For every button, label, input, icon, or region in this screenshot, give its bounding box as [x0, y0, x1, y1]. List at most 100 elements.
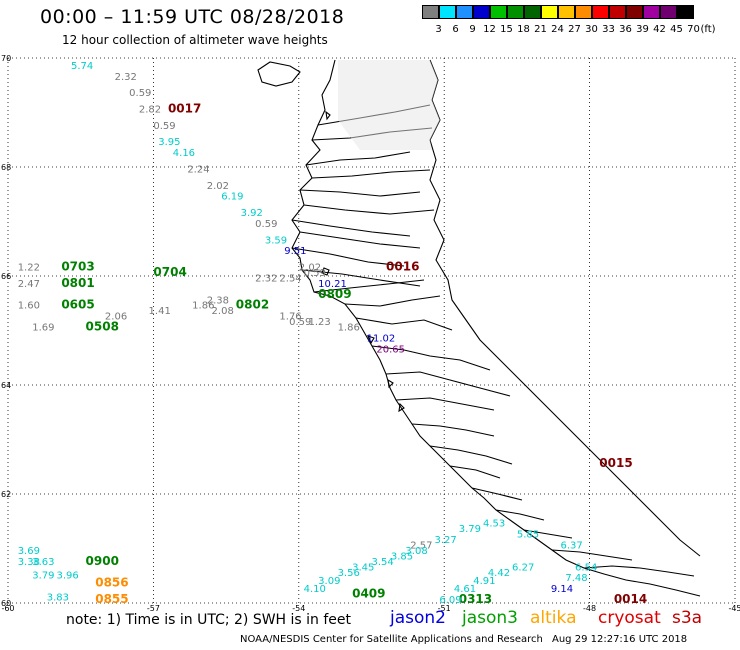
wave-height-value: 4.42: [488, 568, 510, 579]
legend-swatch-30: [575, 5, 592, 19]
legend-swatch-21: [524, 5, 541, 19]
wave-height-value: 1.23: [308, 317, 330, 328]
legend-label-21: 21: [534, 24, 547, 35]
wave-height-value: 6.54: [575, 562, 597, 573]
legend-label-39: 39: [636, 24, 649, 35]
wave-height-value: 3.92: [241, 208, 263, 219]
lat-tick-label: 60: [1, 599, 11, 608]
track-time-label: 0409: [352, 587, 385, 601]
wave-height-value: 1.86: [338, 323, 360, 334]
track-time-label: 0809: [318, 287, 351, 301]
wave-height-value: 3.54: [372, 557, 394, 568]
track-time-label: 0313: [459, 592, 492, 606]
wave-height-value: 0.59: [129, 88, 151, 99]
lat-tick-label: 68: [1, 163, 11, 172]
wave-height-value: 3.27: [435, 535, 457, 546]
legend-unit: (ft): [700, 24, 716, 35]
track-time-label: 0801: [61, 276, 94, 290]
page-subtitle: 12 hour collection of altimeter wave hei…: [62, 33, 328, 47]
track-time-label: 0016: [386, 260, 419, 274]
legend-label-9: 9: [469, 24, 476, 35]
track-time-label: 0704: [153, 265, 186, 279]
wave-height-value: 3.08: [405, 546, 427, 557]
lon-tick-label: -45: [728, 604, 740, 613]
wave-height-value: 2.47: [18, 279, 40, 290]
lon-tick-label: -57: [147, 604, 160, 613]
lat-tick-label: 62: [1, 490, 11, 499]
legend-swatch-36: [609, 5, 626, 19]
legend-swatch-3: [422, 5, 439, 19]
legend-label-33: 33: [602, 24, 615, 35]
lon-tick-label: -60: [1, 604, 14, 613]
wave-height-value: 3.96: [56, 570, 78, 581]
legend-label-45: 45: [670, 24, 683, 35]
credit-line: NOAA/NESDIS Center for Satellite Applica…: [240, 634, 543, 645]
wave-height-value: 3.79: [459, 524, 481, 535]
wave-height-value: 3.85: [391, 551, 413, 562]
wave-height-value: 2.54: [279, 273, 301, 284]
track-time-label: 0014: [614, 592, 647, 606]
wave-height-value: 0.59: [304, 268, 326, 279]
generation-timestamp: Aug 29 12:27:16 UTC 2018: [552, 634, 688, 645]
wave-height-value: 6.27: [512, 562, 534, 573]
wave-height-value: 5.74: [71, 61, 93, 72]
track-time-label: 0856: [95, 576, 128, 590]
wave-height-value: 3.59: [265, 235, 287, 246]
satellite-track-labels: 0017 0016 0015 0014 0703 0704 0801 0605 0508 0802…: [61, 102, 647, 607]
lon-tick-label: -51: [438, 604, 451, 613]
wave-height-value: 2.08: [212, 306, 234, 317]
wave-height-value: 3.69: [18, 546, 40, 557]
wave-height-value: 9.51: [284, 246, 306, 257]
wave-height-value: 3.09: [318, 576, 340, 587]
track-time-label: 0703: [61, 260, 94, 274]
satellite-altika: altika: [530, 608, 577, 628]
wave-height-value: 1.41: [149, 306, 171, 317]
legend-swatch-6: [439, 5, 456, 19]
legend-label-18: 18: [517, 24, 530, 35]
page-title: 00:00 – 11:59 UTC 08/28/2018: [40, 6, 345, 28]
wave-height-value: 4.61: [454, 584, 476, 595]
wave-height-value: 2.02: [299, 263, 321, 274]
track-time-label: 0900: [86, 554, 119, 568]
wave-height-value: 6.09: [439, 595, 461, 606]
satellite-jason2: jason2: [390, 608, 446, 628]
legend-label-36: 36: [619, 24, 632, 35]
wave-height-values: 5.742.320.592.820.593.954.162.242.026.19…: [18, 61, 598, 606]
lat-tick-label: 70: [1, 54, 11, 63]
wave-height-value: 1.22: [18, 263, 40, 274]
track-time-label: 0508: [86, 320, 119, 334]
track-time-label: 0855: [95, 592, 128, 606]
legend-label-12: 12: [483, 24, 496, 35]
track-time-label: 0802: [236, 298, 269, 312]
wave-height-value: 2.06: [105, 312, 127, 323]
legend-swatch-42: [643, 5, 660, 19]
track-time-label: 0015: [599, 456, 632, 470]
wave-height-value: 10.21: [318, 279, 347, 290]
legend-swatch-9: [456, 5, 473, 19]
wave-height-value: 2.57: [410, 541, 432, 552]
wave-height-value: 3.38: [18, 557, 40, 568]
legend-label-3: 3: [435, 24, 442, 35]
axis-labels: -60 -57 -54 -51 -48 -45 70 68 66 64 62 60: [1, 54, 740, 613]
wave-height-value: 3.83: [47, 592, 69, 603]
wave-height-value: 5.85: [517, 530, 539, 541]
legend-swatch-18: [507, 5, 524, 19]
wave-height-value: 0.59: [289, 317, 311, 328]
wave-height-value: 4.91: [473, 576, 495, 587]
lon-tick-label: -48: [583, 604, 596, 613]
wave-height-value: 20.65: [376, 344, 405, 355]
legend-label-15: 15: [500, 24, 513, 35]
satellite-s3a: s3a: [672, 608, 703, 628]
legend-swatch-15: [490, 5, 507, 19]
track-time-label: 0017: [168, 102, 201, 116]
wave-height-value: 3.79: [32, 570, 54, 581]
legend-swatch-45: [660, 5, 677, 19]
legend-swatch-12: [473, 5, 490, 19]
wave-height-value: 3.56: [338, 568, 360, 579]
legend-swatch-24: [541, 5, 558, 19]
wave-height-value: 2.32: [115, 72, 137, 83]
lon-tick-label: -54: [292, 604, 305, 613]
lat-lon-grid: [7, 57, 736, 604]
wave-height-value: 6.19: [221, 192, 243, 203]
